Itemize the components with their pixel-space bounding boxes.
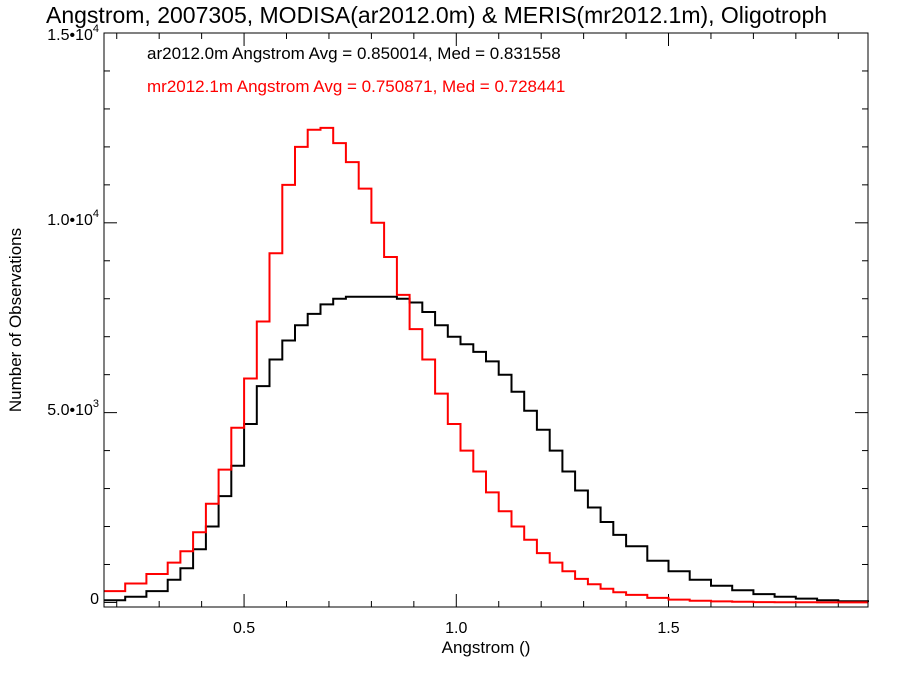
legend-entry-red: mr2012.1m Angstrom Avg = 0.750871, Med =… — [147, 77, 566, 96]
series-line-0 — [104, 295, 869, 603]
legend-entry-black: ar2012.0m Angstrom Avg = 0.850014, Med =… — [147, 44, 561, 63]
x-tick-label: 0.5 — [232, 620, 256, 637]
x-axis-label: Angstrom () — [441, 638, 531, 657]
series-line-1 — [104, 126, 868, 604]
x-tick-label: 1.0 — [445, 620, 468, 637]
chart-title: Angstrom, 2007305, MODISA(ar2012.0m) & M… — [46, 2, 828, 28]
y-axis-label: Number of Observations — [6, 227, 25, 413]
y-tick-label: 1.0•104 — [47, 207, 99, 229]
y-tick-label: 0 — [90, 591, 99, 609]
series-lines — [104, 126, 869, 604]
x-tick-label: 1.5 — [657, 620, 680, 637]
y-tick-label: 5.0•103 — [47, 397, 99, 419]
plot-frame — [103, 32, 869, 608]
y-tick-label: 1.5•104 — [47, 23, 99, 44]
